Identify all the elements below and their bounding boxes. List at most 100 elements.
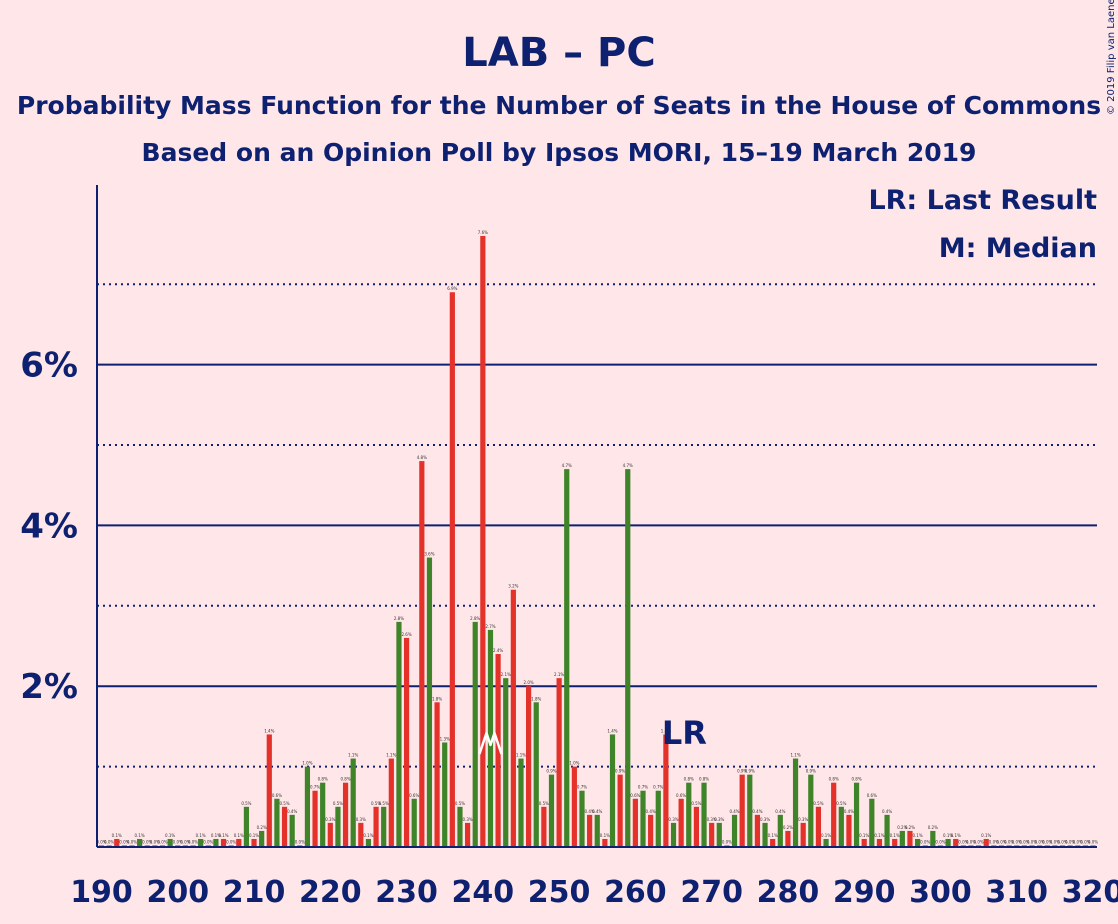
bar-label-seat-190: 0.0% — [96, 839, 106, 844]
chart-title: LAB – PC — [462, 30, 655, 76]
copyright-note: © 2019 Filip van Laenen — [1106, 0, 1117, 115]
bar-label-seat-287: 0.5% — [836, 801, 846, 806]
bar-label-seat-272: 0.0% — [722, 839, 732, 844]
bar-seat-255 — [594, 814, 600, 847]
bar-seat-231 — [411, 798, 417, 847]
bar-seat-245 — [518, 758, 524, 847]
bar-label-seat-267: 0.8% — [684, 777, 694, 782]
bar-label-seat-268: 0.5% — [691, 801, 701, 806]
bar-label-seat-312: 0.0% — [1027, 839, 1037, 844]
bar-label-seat-208: 0.1% — [234, 833, 244, 838]
bar-label-seat-302: 0.1% — [951, 833, 961, 838]
bar-seat-260 — [632, 798, 638, 847]
legend-median: M: Median — [939, 233, 1097, 264]
bar-label-seat-283: 0.9% — [806, 769, 816, 774]
bar-seat-211 — [259, 830, 265, 847]
bar-label-seat-269: 0.8% — [699, 777, 709, 782]
bar-label-seat-264: 1.4% — [661, 728, 671, 733]
bar-label-seat-270: 0.3% — [707, 817, 717, 822]
bar-seat-228 — [388, 758, 394, 847]
bar-label-seat-196: 0.0% — [142, 839, 152, 844]
bar-label-seat-298: 0.0% — [920, 839, 930, 844]
x-tick-label: 310 — [985, 875, 1048, 910]
x-tick-label: 290 — [833, 875, 896, 910]
bar-label-seat-296: 0.2% — [905, 825, 915, 830]
bar-label-seat-280: 0.2% — [783, 825, 793, 830]
bar-seat-235 — [442, 742, 448, 847]
bar-seat-289 — [853, 782, 860, 847]
x-tick-label: 190 — [70, 875, 133, 910]
bar-label-seat-250: 2.1% — [554, 672, 564, 677]
bar-seat-241 — [487, 629, 494, 847]
bar-label-seat-220: 0.3% — [325, 817, 335, 822]
bar-label-seat-293: 0.4% — [882, 809, 892, 814]
bar-seat-209 — [243, 806, 250, 847]
bar-label-seat-258: 0.9% — [615, 769, 625, 774]
bar-seat-242 — [495, 654, 501, 847]
bar-label-seat-249: 0.9% — [546, 769, 556, 774]
bar-label-seat-197: 0.0% — [150, 839, 160, 844]
bar-seat-252 — [571, 766, 577, 847]
bar-label-seat-246: 2.0% — [524, 680, 534, 685]
bar-label-seat-240: 7.6% — [478, 230, 488, 235]
x-tick-label: 240 — [452, 875, 515, 910]
bar-label-seat-294: 0.1% — [890, 833, 900, 838]
bar-seat-262 — [648, 814, 654, 847]
y-tick-label: 2% — [20, 667, 78, 707]
bar-label-seat-303: 0.0% — [958, 839, 968, 844]
bar-seat-218 — [312, 790, 318, 847]
bar-label-seat-284: 0.5% — [813, 801, 823, 806]
bar-seat-238 — [464, 822, 471, 847]
bar-seat-199 — [167, 838, 173, 847]
bar-seat-291 — [869, 798, 875, 847]
bar-label-seat-226: 0.5% — [371, 801, 381, 806]
bar-seat-286 — [831, 782, 837, 847]
bar-seat-257 — [609, 734, 616, 847]
bar-label-seat-271: 0.3% — [714, 817, 724, 822]
bar-label-seat-223: 1.1% — [348, 753, 358, 758]
bar-label-seat-301: 0.1% — [943, 833, 953, 838]
bar-group: 0.0%0.0%0.1%0.0%0.0%0.1%0.0%0.0%0.0%0.1%… — [96, 230, 1098, 847]
bar-label-seat-315: 0.0% — [1050, 839, 1060, 844]
bar-seat-264 — [663, 734, 669, 847]
bar-label-seat-259: 4.7% — [623, 463, 633, 468]
bar-label-seat-201: 0.0% — [180, 839, 190, 844]
bar-seat-221 — [335, 806, 341, 847]
x-tick-label: 280 — [757, 875, 820, 910]
bar-seat-295 — [899, 830, 905, 847]
bar-seat-227 — [381, 806, 387, 847]
bar-label-seat-203: 0.1% — [196, 833, 206, 838]
bar-label-seat-275: 0.9% — [745, 769, 755, 774]
bar-seat-258 — [617, 774, 623, 847]
bar-label-seat-290: 0.1% — [859, 833, 869, 838]
bar-seat-276 — [754, 814, 761, 847]
x-tick-label: 200 — [146, 875, 209, 910]
bar-seat-222 — [342, 782, 349, 847]
bar-label-seat-278: 0.1% — [768, 833, 778, 838]
bar-label-seat-263: 0.7% — [653, 785, 663, 790]
bar-seat-250 — [556, 678, 562, 847]
bar-seat-249 — [548, 774, 555, 847]
bar-label-seat-305: 0.0% — [974, 839, 984, 844]
bar-label-seat-288: 0.4% — [844, 809, 854, 814]
bar-label-seat-213: 0.6% — [272, 793, 282, 798]
bar-seat-195 — [137, 838, 143, 847]
bar-seat-265 — [670, 822, 677, 847]
bar-seat-282 — [800, 822, 806, 847]
bar-label-seat-261: 0.7% — [638, 785, 648, 790]
bar-label-seat-243: 2.1% — [501, 672, 511, 677]
last-result-marker: LR — [662, 714, 707, 752]
bar-label-seat-229: 2.8% — [394, 616, 404, 621]
legend-last-result: LR: Last Result — [868, 185, 1097, 216]
bar-label-seat-297: 0.1% — [912, 833, 922, 838]
bar-label-seat-236: 6.9% — [447, 286, 457, 291]
bar-seat-206 — [220, 838, 227, 847]
bar-label-seat-251: 4.7% — [562, 463, 572, 468]
bar-label-seat-285: 0.1% — [821, 833, 831, 838]
bar-label-seat-318: 0.0% — [1073, 839, 1083, 844]
bar-label-seat-265: 0.3% — [668, 817, 678, 822]
bar-label-seat-277: 0.3% — [760, 817, 770, 822]
bar-label-seat-231: 0.6% — [409, 793, 419, 798]
bar-label-seat-219: 0.8% — [318, 777, 328, 782]
bar-seat-205 — [213, 838, 219, 847]
